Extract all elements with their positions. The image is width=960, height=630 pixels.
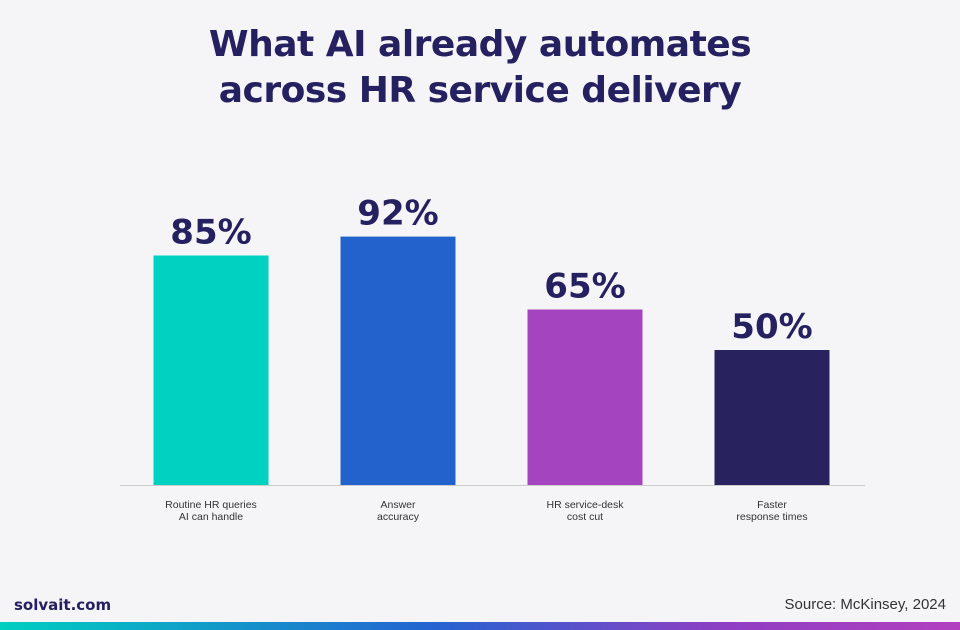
bar-2: [340, 236, 456, 485]
category-label-2-line-1: Answer: [380, 499, 416, 511]
category-label-1-line-1: Routine HR queries: [165, 499, 257, 511]
value-label-1: 85%: [170, 213, 251, 253]
chart-title-line-2: across HR service delivery: [218, 70, 742, 111]
value-label-3: 65%: [544, 267, 625, 307]
bottom-gradient-bar: [0, 622, 960, 630]
category-label-2-line-2: accuracy: [377, 511, 420, 523]
category-label-4-line-1: Faster: [757, 499, 787, 511]
category-label-3-line-2: cost cut: [567, 511, 603, 523]
bar-1: [153, 255, 269, 485]
chart-title-line-1: What AI already automates: [208, 24, 752, 65]
bar-4: [714, 350, 830, 485]
bar-3: [527, 309, 643, 485]
brand-label: solvait.com: [14, 596, 112, 614]
category-label-3-line-1: HR service-desk: [546, 499, 624, 511]
value-label-2: 92%: [357, 194, 438, 234]
category-label-4-line-2: response times: [736, 511, 807, 523]
category-label-1-line-2: AI can handle: [179, 511, 243, 523]
value-label-4: 50%: [731, 307, 812, 347]
chart-title: What AI already automates across HR serv…: [0, 22, 960, 114]
source-label: Source: McKinsey, 2024: [784, 596, 946, 613]
